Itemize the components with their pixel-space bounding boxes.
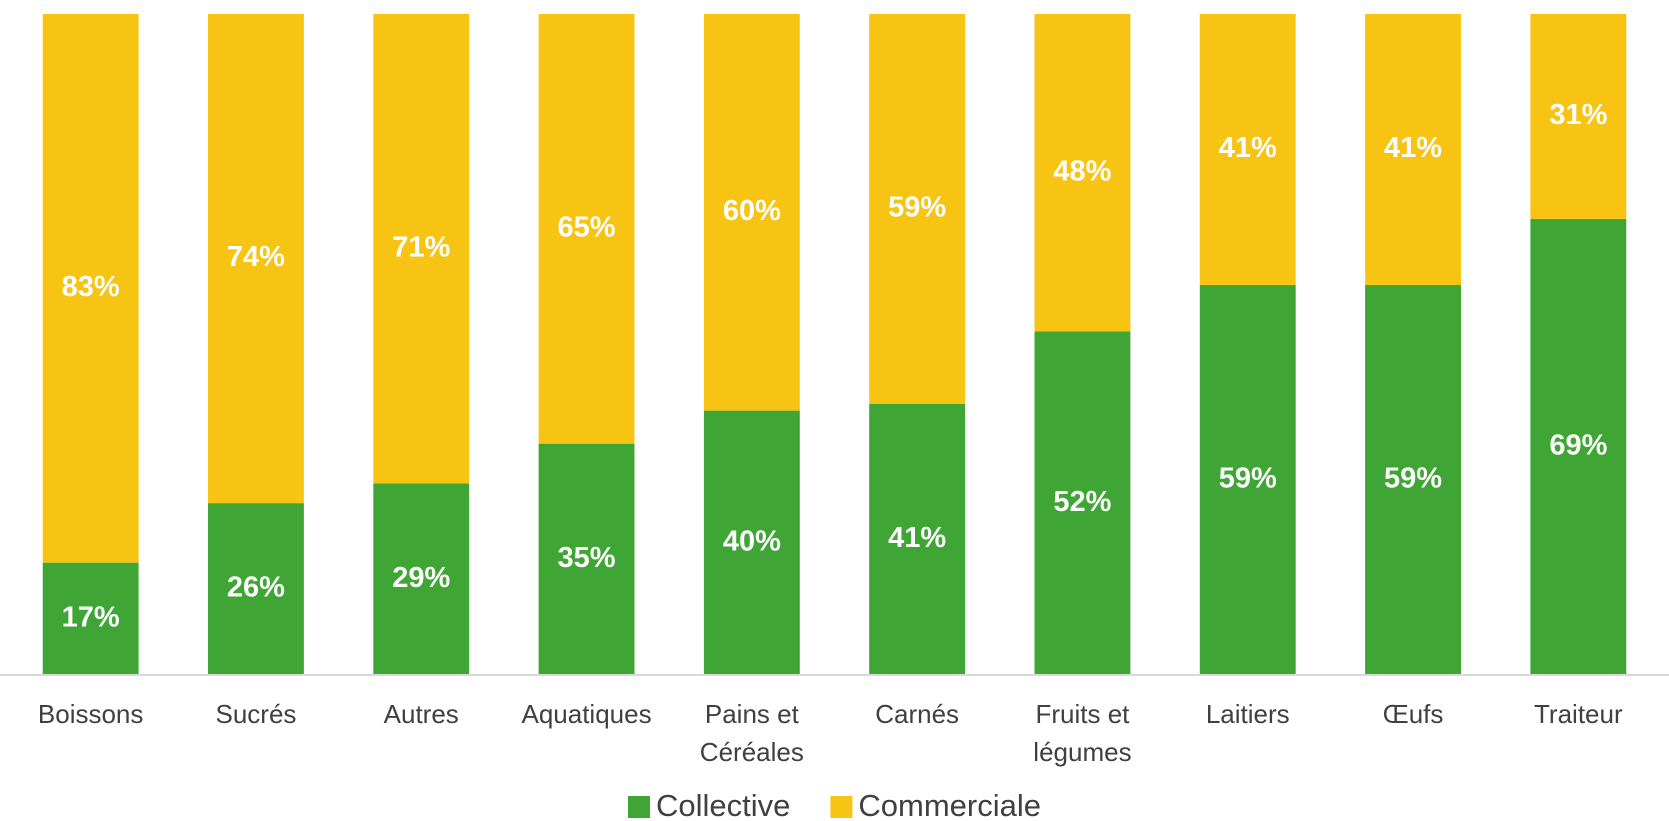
bar-segment [1199, 285, 1296, 675]
x-tick-label: Sucrés [215, 699, 297, 729]
x-tick-label: Œufs [1382, 699, 1444, 729]
data-label: 59% [1384, 463, 1442, 495]
bar-segment [1365, 14, 1461, 286]
data-label: 71% [392, 231, 450, 263]
data-label: 65% [558, 211, 616, 243]
data-label: 17% [62, 601, 120, 633]
bar-segment [1034, 331, 1131, 675]
data-label: 31% [1549, 99, 1607, 131]
bar-segment [869, 14, 966, 404]
bar-segment [1365, 285, 1461, 675]
data-label: 26% [227, 572, 285, 604]
data-label: 29% [392, 562, 450, 594]
bar-segment [42, 14, 139, 563]
bar-segment [208, 14, 304, 504]
data-label: 60% [723, 195, 781, 227]
bar-segment [1034, 14, 1131, 332]
legend-swatch [628, 796, 650, 818]
bar-segment [208, 503, 304, 675]
data-label: 48% [1053, 155, 1111, 187]
x-tick-label: Carnés [875, 699, 960, 729]
x-tick-label: Traiteur [1534, 699, 1623, 729]
x-tick-label: Pains et Céréales [699, 699, 804, 767]
data-label: 41% [888, 522, 946, 554]
data-label: 59% [888, 192, 946, 224]
bar-segment [538, 443, 635, 675]
data-label: 40% [723, 525, 781, 557]
bar-segment [869, 403, 966, 675]
data-label: 83% [62, 271, 120, 303]
bar-segment [538, 14, 635, 444]
bar-segment [703, 410, 800, 675]
legend-swatch [830, 796, 853, 818]
legend-label: Commerciale [858, 788, 1041, 821]
x-tick-label: Fruits et légumes [1033, 699, 1132, 767]
bar-segment [703, 14, 800, 411]
data-label: 69% [1549, 430, 1607, 462]
data-label: 59% [1219, 463, 1277, 495]
x-tick-label: Laitiers [1205, 699, 1290, 729]
bar-segment [1530, 14, 1627, 219]
data-label: 35% [558, 542, 616, 574]
x-tick-label: Boissons [37, 699, 144, 729]
legend-label: Collective [656, 788, 790, 821]
data-label: 41% [1384, 132, 1442, 164]
data-label: 74% [227, 241, 285, 273]
data-label: 41% [1219, 132, 1277, 164]
bar-segment [1199, 14, 1296, 286]
data-label: 52% [1053, 486, 1111, 518]
x-tick-label: Aquatiques [521, 699, 652, 729]
x-tick-label: Autres [383, 699, 459, 729]
bar-segment [373, 14, 470, 484]
bar-segment [42, 562, 139, 675]
bar-segment [1530, 218, 1627, 675]
bar-segment [373, 483, 470, 675]
